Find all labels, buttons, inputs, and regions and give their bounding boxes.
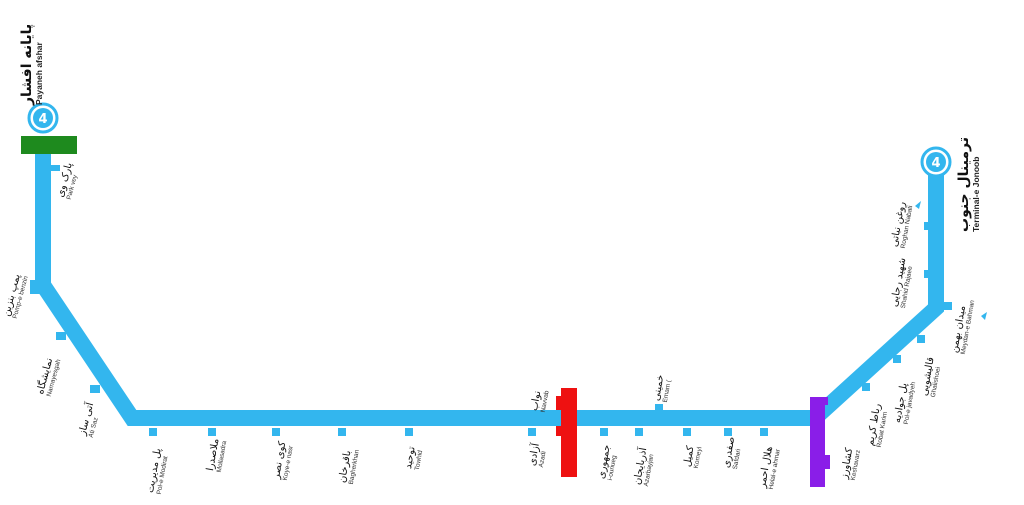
station-tick	[149, 428, 157, 436]
north-line-number: 4	[38, 112, 47, 127]
station-label-komeyl[interactable]: کمیل Komeyl	[682, 445, 704, 469]
purple-interchange[interactable]	[810, 397, 825, 487]
station-ticks	[30, 165, 952, 436]
station-tick	[600, 428, 608, 436]
station-tick	[924, 270, 932, 278]
station-tick	[272, 428, 280, 436]
terminal-north-label[interactable]: پایانه افشار Payaneh afshar	[19, 23, 44, 105]
station-tick	[635, 428, 643, 436]
red-interchange-tab	[556, 426, 562, 436]
south-line-number: 4	[931, 156, 940, 171]
station-tick	[90, 385, 100, 393]
station-tick	[338, 428, 346, 436]
station-tick	[944, 302, 952, 310]
station-tick	[893, 355, 901, 363]
station-tick	[50, 165, 60, 171]
station-tick	[862, 383, 870, 391]
purple-interchange-tab	[820, 397, 828, 405]
station-tick	[30, 280, 40, 294]
station-tick	[528, 428, 536, 436]
terminal-south-en: Terminal-e Jonoob	[970, 156, 981, 232]
line-4-route	[35, 150, 944, 426]
purple-interchange-tab	[824, 455, 830, 469]
red-interchange-tab	[556, 396, 562, 410]
station-tick	[760, 428, 768, 436]
station-tick	[56, 332, 66, 340]
station-tick	[208, 428, 216, 436]
station-tick	[405, 428, 413, 436]
terminal-north-en: Payaneh afshar	[33, 42, 44, 105]
terminal-south-label[interactable]: ترمینال جنوب Terminal-e Jonoob	[956, 137, 981, 232]
station-tick	[917, 335, 925, 343]
south-line-badge[interactable]: 4	[920, 146, 952, 178]
transfer-arrow-icon	[981, 312, 987, 320]
green-interchange[interactable]	[21, 136, 77, 154]
station-tick	[683, 428, 691, 436]
terminal-south-fa: ترمینال جنوب	[956, 137, 972, 232]
north-line-badge[interactable]: 4	[27, 102, 59, 134]
station-tick	[724, 428, 732, 436]
station-tick	[924, 222, 932, 230]
terminal-north-fa: پایانه افشار	[19, 23, 35, 105]
transfer-arrow-icon	[915, 201, 921, 209]
red-interchange[interactable]	[561, 388, 577, 477]
station-tick	[655, 404, 663, 412]
